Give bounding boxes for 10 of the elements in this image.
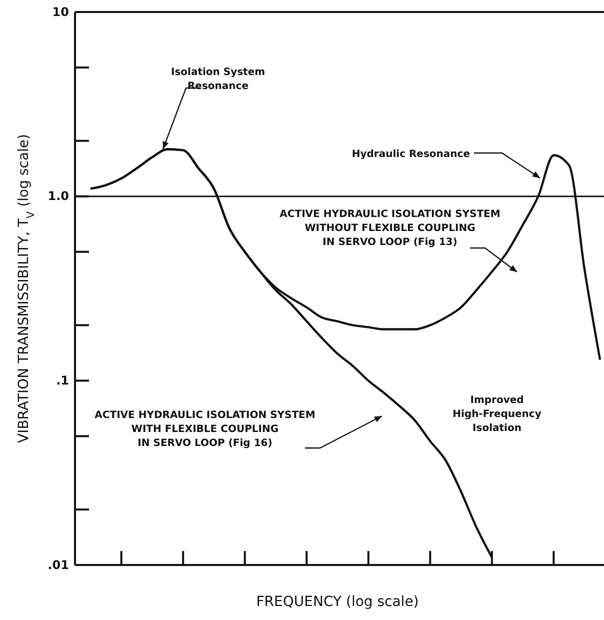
x-axis-title: FREQUENCY (log scale): [256, 594, 419, 610]
y-tick-label: .1: [56, 374, 69, 388]
annotation: Isolation System Resonance: [170, 67, 266, 92]
y-tick-label: 1.0: [48, 189, 69, 204]
annotation: ACTIVE HYDRAULIC ISOLATION SYSTEM WITH FLEXIBLE COUPLING IN SERVO LOOP (Fig 16): [94, 410, 316, 449]
annotation: Improved High-Frequency Isolation: [452, 395, 542, 434]
y-tick-label: .01: [48, 558, 69, 572]
y-tick-label: 10: [52, 4, 69, 19]
annotation: Hydraulic Resonance: [352, 149, 470, 160]
annotation: ACTIVE HYDRAULIC ISOLATION SYSTEM WITHOUT FLEXIBLE COUPLING IN SERVO LOOP (Fig 13): [280, 209, 500, 248]
